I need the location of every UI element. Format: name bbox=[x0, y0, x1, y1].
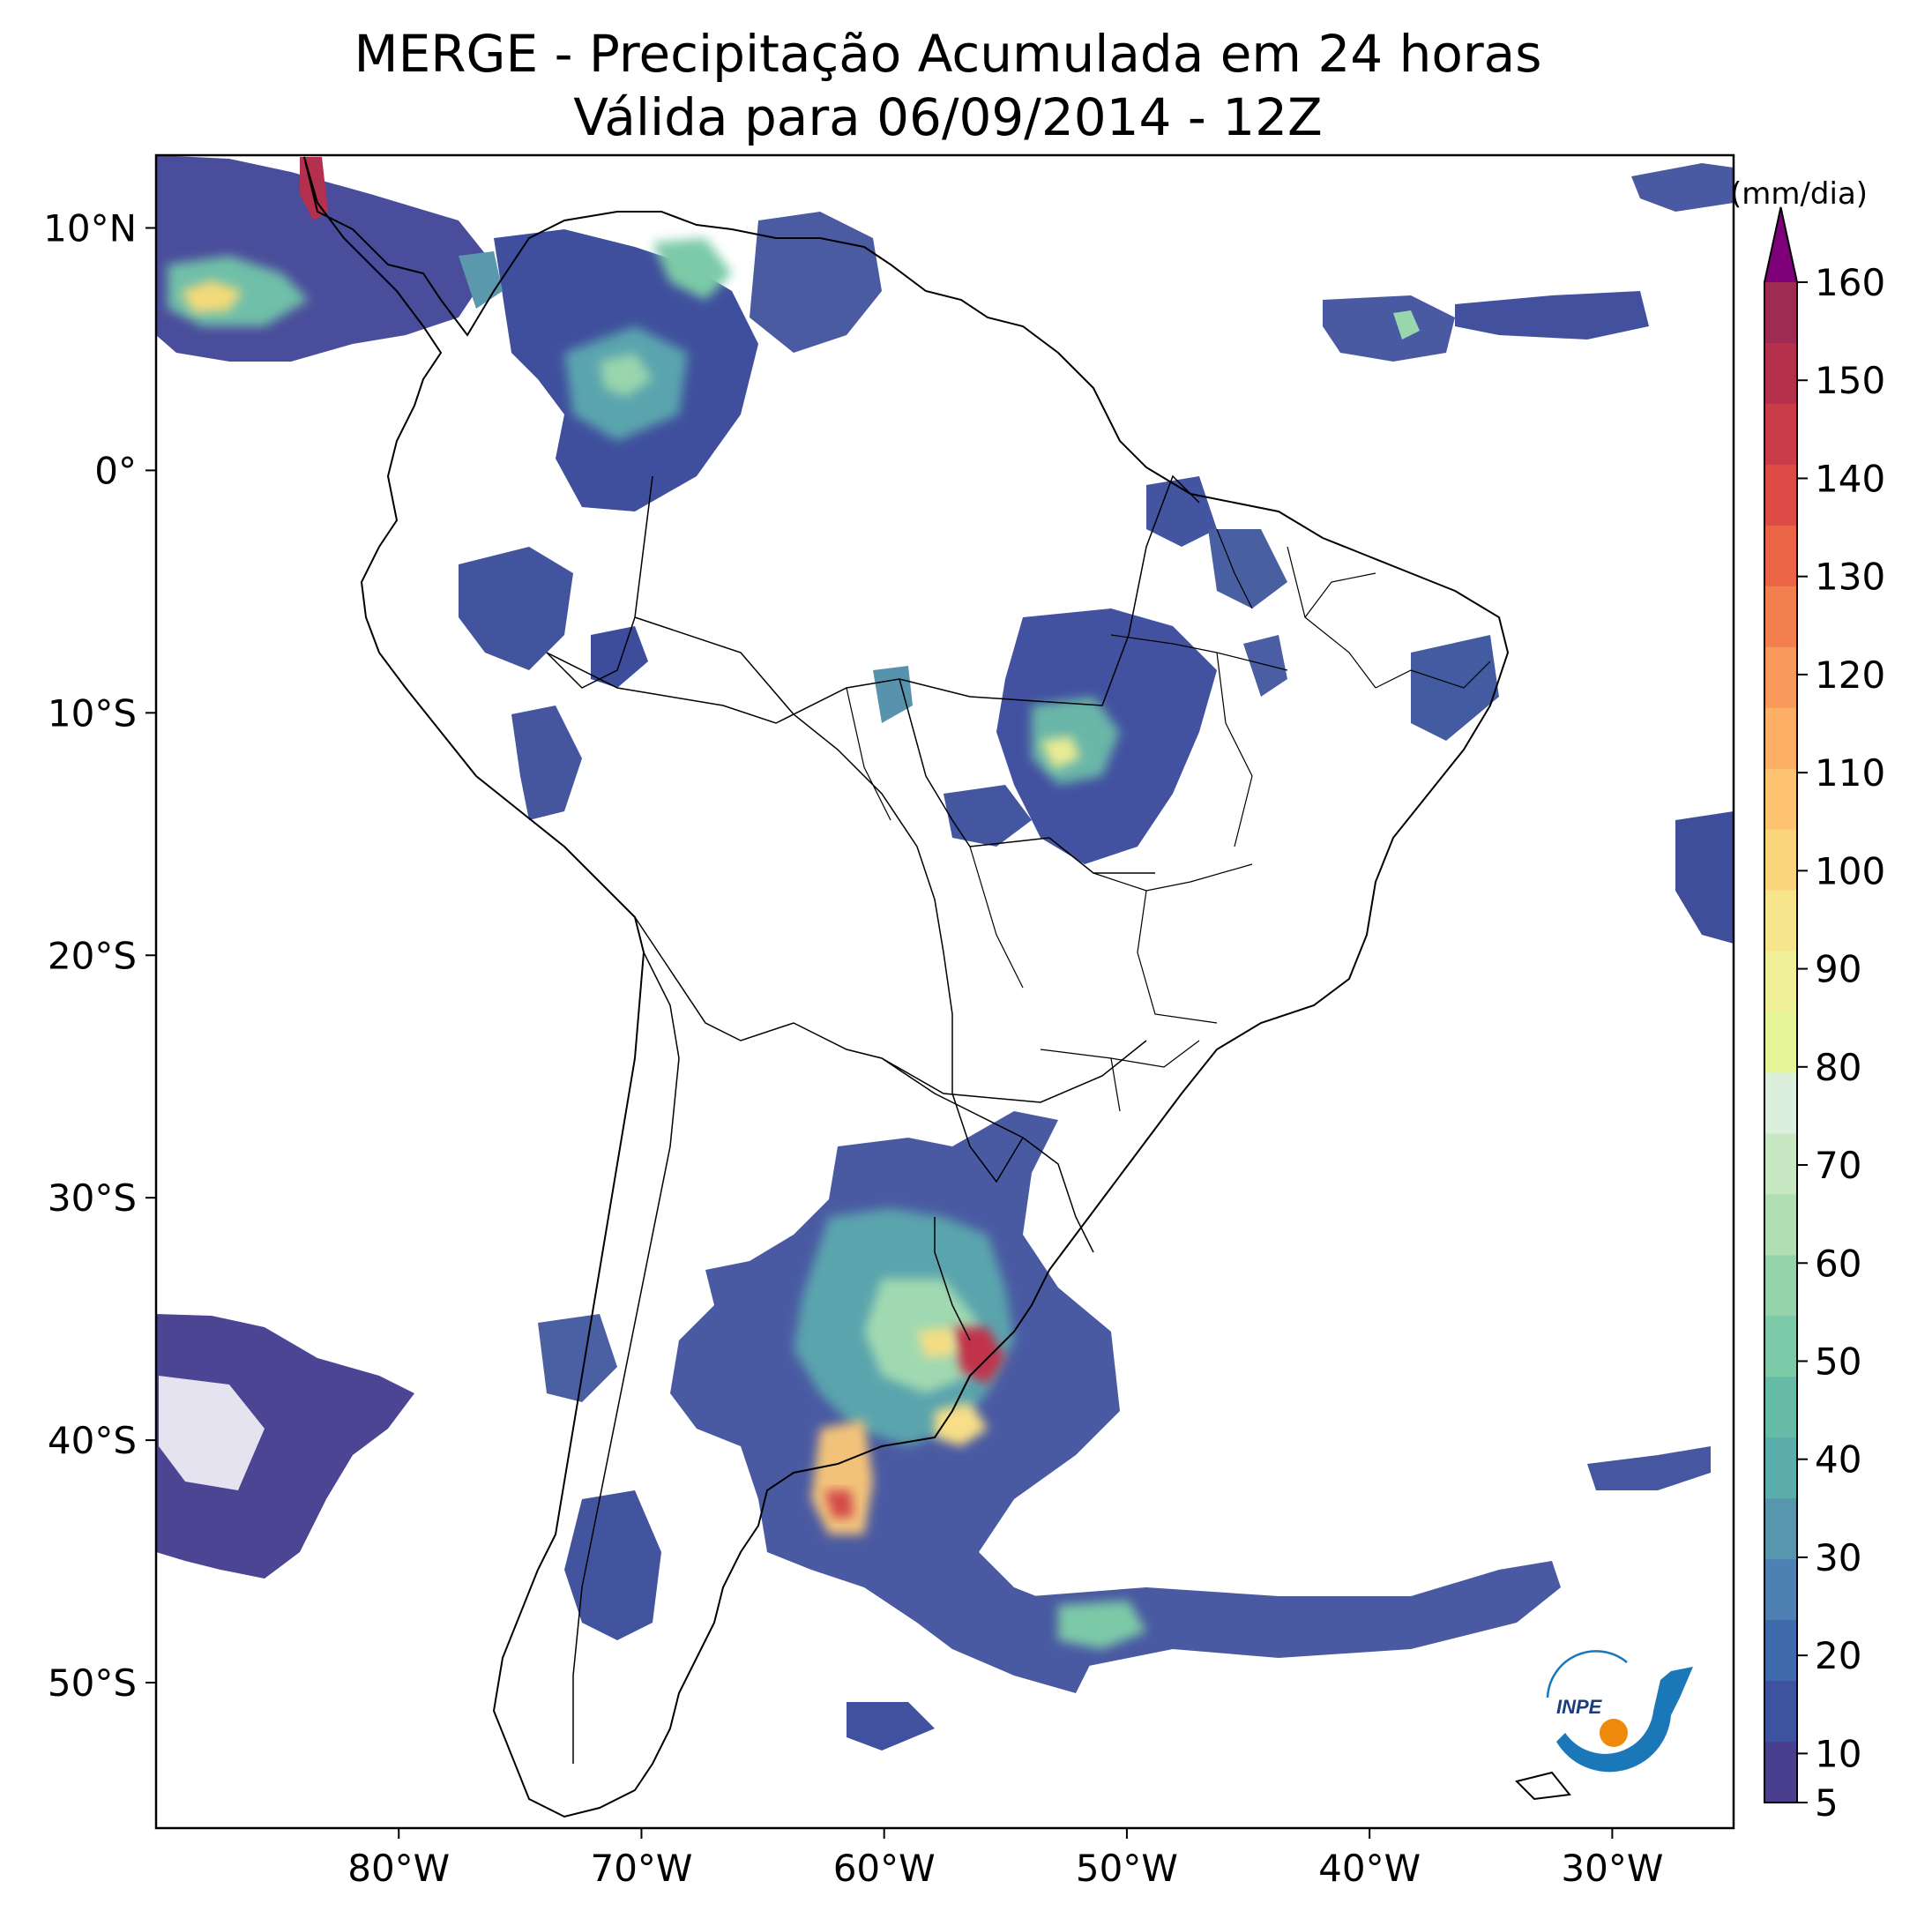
y-tick-label: 10°S bbox=[48, 691, 137, 735]
colorbar-tick-label: 70 bbox=[1815, 1144, 1861, 1187]
inpe-logo-arrow bbox=[1556, 1667, 1693, 1773]
inpe-logo-text: INPE bbox=[1556, 1696, 1603, 1718]
colorbar-tick-label: 160 bbox=[1815, 261, 1885, 304]
colorbar-ticks: 5 10 20 30 40 50 60 70 80 90 100 110 120 130 140 150 160 bbox=[1797, 261, 1885, 1825]
colorbar-segment bbox=[1764, 951, 1797, 1013]
colorbar-segment bbox=[1764, 1316, 1797, 1377]
y-tick-label: 20°S bbox=[48, 934, 137, 977]
colorbar-segment bbox=[1764, 403, 1797, 466]
colorbar-tick-label: 80 bbox=[1815, 1046, 1861, 1089]
colorbar-tick-label: 60 bbox=[1815, 1242, 1861, 1285]
state-borders bbox=[846, 528, 1491, 1112]
colorbar-segment bbox=[1764, 1194, 1797, 1256]
colorbar-tick-label: 40 bbox=[1815, 1438, 1861, 1482]
colorbar: 5 10 20 30 40 50 60 70 80 90 100 110 120 130 140 150 160… bbox=[1730, 176, 1885, 1825]
colorbar-segment bbox=[1764, 525, 1797, 587]
x-tick-label: 50°W bbox=[1076, 1847, 1178, 1890]
colorbar-tick-label: 140 bbox=[1815, 457, 1885, 500]
country-borders bbox=[546, 474, 1200, 1764]
colorbar-tick-label: 10 bbox=[1815, 1732, 1861, 1775]
colorbar-segment bbox=[1764, 707, 1797, 770]
colorbar-segment bbox=[1764, 890, 1797, 952]
colorbar-segment bbox=[1764, 1620, 1797, 1682]
colorbar-segment bbox=[1764, 282, 1797, 344]
colorbar-segment bbox=[1764, 1133, 1797, 1195]
colorbar-segment bbox=[1764, 586, 1797, 648]
colorbar-segment bbox=[1764, 342, 1797, 405]
precipitation-field bbox=[156, 155, 1734, 1751]
colorbar-segments bbox=[1764, 282, 1797, 1803]
y-axis: 10°N 0° 10°S 20°S 30°S 40°S 50°S bbox=[43, 206, 156, 1705]
colorbar-tick-label: 90 bbox=[1815, 948, 1861, 991]
colorbar-segment bbox=[1764, 464, 1797, 526]
y-tick-label: 10°N bbox=[43, 206, 137, 250]
x-tick-label: 80°W bbox=[347, 1847, 450, 1890]
colorbar-tick-label: 130 bbox=[1815, 556, 1885, 599]
inpe-logo-sun bbox=[1600, 1719, 1628, 1747]
colorbar-outline bbox=[1764, 206, 1798, 1803]
y-tick-label: 0° bbox=[94, 449, 137, 492]
title-line-1: MERGE - Precipitação Acumulada em 24 hor… bbox=[354, 24, 1542, 84]
colorbar-unit-label: (mm/dia) bbox=[1730, 176, 1868, 212]
colorbar-segment bbox=[1764, 829, 1797, 892]
x-tick-label: 30°W bbox=[1561, 1847, 1663, 1890]
x-tick-label: 60°W bbox=[833, 1847, 936, 1890]
colorbar-segment bbox=[1764, 1377, 1797, 1438]
x-tick-label: 40°W bbox=[1318, 1847, 1421, 1890]
colorbar-segment bbox=[1764, 1681, 1797, 1743]
x-tick-label: 70°W bbox=[590, 1847, 692, 1890]
inpe-logo: INPE bbox=[1546, 1650, 1693, 1773]
y-tick-label: 50°S bbox=[48, 1661, 137, 1705]
colorbar-tick-label: 5 bbox=[1815, 1781, 1839, 1825]
colorbar-segment bbox=[1764, 1437, 1797, 1499]
colorbar-segment bbox=[1764, 1742, 1797, 1803]
colorbar-segment bbox=[1764, 1255, 1797, 1317]
map-title: MERGE - Precipitação Acumulada em 24 hor… bbox=[159, 22, 1737, 149]
colorbar-tick-label: 30 bbox=[1815, 1536, 1861, 1579]
x-axis: 80°W 70°W 60°W 50°W 40°W 30°W bbox=[347, 1828, 1663, 1890]
title-line-2: Válida para 06/09/2014 - 12Z bbox=[573, 87, 1323, 147]
colorbar-segment bbox=[1764, 1072, 1797, 1135]
colorbar-segment bbox=[1764, 1559, 1797, 1621]
colorbar-tick-label: 20 bbox=[1815, 1634, 1861, 1677]
colorbar-extend-arrow bbox=[1764, 207, 1797, 282]
colorbar-segment bbox=[1764, 1498, 1797, 1560]
colorbar-tick-label: 110 bbox=[1815, 751, 1885, 795]
y-tick-label: 30°S bbox=[48, 1176, 137, 1220]
colorbar-tick-label: 50 bbox=[1815, 1340, 1861, 1383]
colorbar-tick-label: 120 bbox=[1815, 653, 1885, 697]
coastlines bbox=[303, 156, 1571, 1818]
colorbar-segment bbox=[1764, 768, 1797, 831]
map-frame bbox=[154, 153, 1735, 1830]
colorbar-tick-label: 150 bbox=[1815, 359, 1885, 402]
y-tick-label: 40°S bbox=[48, 1419, 137, 1462]
colorbar-tick-label: 100 bbox=[1815, 849, 1885, 892]
colorbar-segment bbox=[1764, 1011, 1797, 1074]
colorbar-segment bbox=[1764, 646, 1797, 709]
